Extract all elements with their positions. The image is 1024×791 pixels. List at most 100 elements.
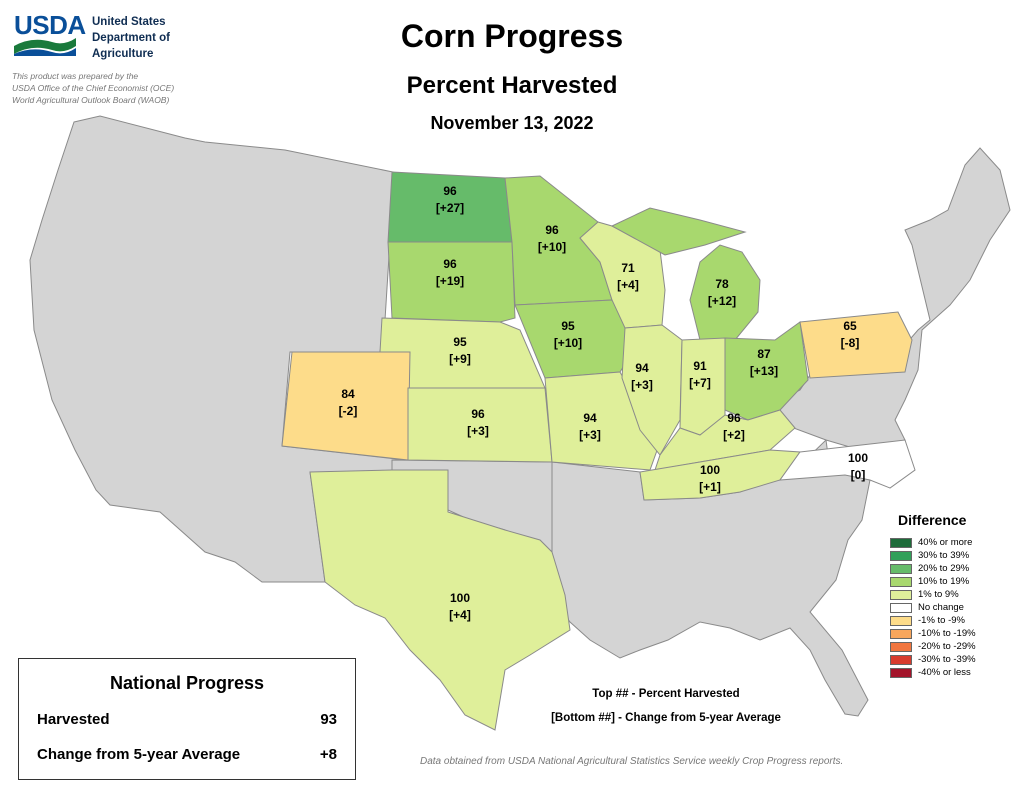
state-value-michigan: 78 <box>715 277 729 291</box>
state-value-south-dakota: 96 <box>443 257 457 271</box>
legend-swatch <box>890 550 912 561</box>
state-value-missouri: 94 <box>583 411 597 425</box>
legend-item: 20% to 29% <box>890 562 1010 575</box>
state-value-illinois: 94 <box>635 361 649 375</box>
national-progress-box: National Progress Harvested 93 Change fr… <box>18 658 356 780</box>
legend-item: 10% to 19% <box>890 575 1010 588</box>
state-shapes <box>281 171 916 731</box>
legend-swatch <box>890 654 912 665</box>
usda-logo <box>12 12 78 58</box>
map-date: November 13, 2022 <box>430 113 594 133</box>
legend-item: 1% to 9% <box>890 588 1010 601</box>
harvested-row: Harvested 93 <box>37 711 337 728</box>
legend-item: 30% to 39% <box>890 549 1010 562</box>
department-name: United States Department of Agriculture <box>92 16 170 60</box>
state-south-dakota <box>387 241 516 323</box>
map-subtitle: Percent Harvested <box>406 72 618 99</box>
legend-swatch <box>890 537 912 548</box>
state-pennsylvania <box>799 311 913 379</box>
state-change-south-dakota: [+19] <box>436 274 464 288</box>
state-change-michigan: [+12] <box>708 294 736 308</box>
legend-item: 40% or more <box>890 536 1010 549</box>
legend-label: No change <box>918 602 964 613</box>
state-change-tennessee: [+1] <box>699 480 721 494</box>
legend-label: -10% to -19% <box>918 628 976 639</box>
preparer-credit: This product was prepared by the USDA Of… <box>12 71 175 105</box>
state-ohio <box>724 321 809 421</box>
state-value-colorado: 84 <box>341 387 355 401</box>
state-value-indiana: 91 <box>693 359 707 373</box>
state-change-missouri: [+3] <box>579 428 601 442</box>
state-change-wisconsin: [+4] <box>617 278 639 292</box>
legend-swatch <box>890 589 912 600</box>
state-illinois <box>621 324 683 456</box>
legend-swatch <box>890 628 912 639</box>
legend-label: 40% or more <box>918 537 973 548</box>
state-change-kentucky: [+2] <box>723 428 745 442</box>
state-north-carolina <box>778 439 916 489</box>
state-value-tennessee: 100 <box>700 463 720 477</box>
legend-swatch <box>890 576 912 587</box>
state-value-iowa: 95 <box>561 319 575 333</box>
legend-label: 1% to 9% <box>918 589 959 600</box>
harvested-label: Harvested <box>37 711 110 728</box>
harvested-value: 93 <box>320 711 337 728</box>
key-top: Top ## - Percent Harvested <box>592 688 740 700</box>
legend-item: -30% to -39% <box>890 653 1010 666</box>
state-change-pennsylvania: [-8] <box>841 336 860 350</box>
state-change-minnesota: [+10] <box>538 240 566 254</box>
state-change-indiana: [+7] <box>689 376 711 390</box>
legend-swatch <box>890 667 912 678</box>
legend-swatch <box>890 615 912 626</box>
change-label: Change from 5-year Average <box>37 746 241 763</box>
state-michigan <box>610 207 761 341</box>
legend-item: -20% to -29% <box>890 640 1010 653</box>
legend-label: 30% to 39% <box>918 550 970 561</box>
state-change-ohio: [+13] <box>750 364 778 378</box>
state-value-texas: 100 <box>450 591 470 605</box>
state-value-kentucky: 96 <box>727 411 741 425</box>
legend-item: -40% or less <box>890 666 1010 679</box>
state-value-north-carolina: 100 <box>848 451 868 465</box>
state-labels: 96 [+27] 96 [+19] 96 [+10] 95 [+9] 95 [+10] 71 [+4]… <box>339 184 869 622</box>
legend-item: No change <box>890 601 1010 614</box>
state-value-nebraska: 95 <box>453 335 467 349</box>
base-us-east <box>771 147 1011 451</box>
legend-title: Difference <box>898 512 967 528</box>
state-change-illinois: [+3] <box>631 378 653 392</box>
state-change-north-carolina: [0] <box>851 468 866 482</box>
legend-label: -20% to -29% <box>918 641 976 652</box>
legend-label: 20% to 29% <box>918 563 970 574</box>
state-change-north-dakota: [+27] <box>436 201 464 215</box>
change-row: Change from 5-year Average +8 <box>37 746 337 763</box>
state-value-north-dakota: 96 <box>443 184 457 198</box>
key-bottom: [Bottom ##] - Change from 5-year Average <box>551 712 781 724</box>
national-progress-title: National Progress <box>109 673 265 693</box>
state-value-kansas: 96 <box>471 407 485 421</box>
legend-label: -40% or less <box>918 667 971 678</box>
change-value: +8 <box>319 746 337 763</box>
source-note: Data obtained from USDA National Agricul… <box>420 756 844 767</box>
legend-swatch <box>890 602 912 613</box>
legend: Difference 40% or more 30% to 39% 20% to 2… <box>890 512 1010 679</box>
map-title: Corn Progress <box>400 18 624 54</box>
legend-label: -30% to -39% <box>918 654 976 665</box>
legend-label: -1% to -9% <box>918 615 965 626</box>
legend-swatch <box>890 641 912 652</box>
state-change-texas: [+4] <box>449 608 471 622</box>
legend-item: -10% to -19% <box>890 627 1010 640</box>
legend-swatch <box>890 563 912 574</box>
state-change-iowa: [+10] <box>554 336 582 350</box>
legend-label: 10% to 19% <box>918 576 970 587</box>
usda-logo-text: USDA <box>14 10 86 40</box>
legend-items: 40% or more 30% to 39% 20% to 29% 10% to 19… <box>890 536 1010 679</box>
state-value-pennsylvania: 65 <box>843 319 857 333</box>
state-change-nebraska: [+9] <box>449 352 471 366</box>
state-change-kansas: [+3] <box>467 424 489 438</box>
state-value-ohio: 87 <box>757 347 771 361</box>
legend-item: -1% to -9% <box>890 614 1010 627</box>
state-texas <box>309 469 571 731</box>
state-change-colorado: [-2] <box>339 404 358 418</box>
state-value-wisconsin: 71 <box>621 261 635 275</box>
